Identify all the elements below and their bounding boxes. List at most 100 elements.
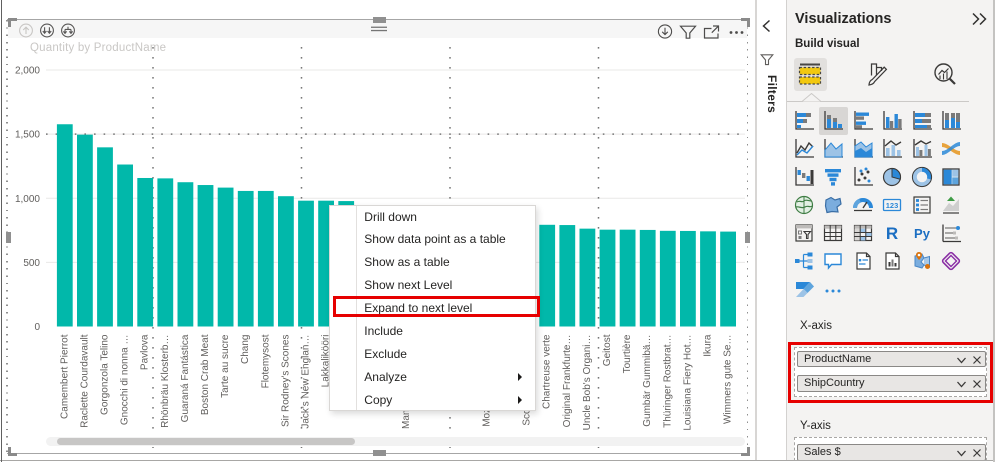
menu-item-exclude[interactable]: Exclude (364, 346, 407, 361)
visual-type-power-apps-visual[interactable] (940, 250, 962, 272)
bar-Geitost[interactable] (599, 229, 616, 327)
bar-Jack's New England Clam Chowder[interactable] (298, 200, 314, 327)
visual-type-qa-visual[interactable] (822, 250, 844, 272)
bar-Gorgonzola Telino[interactable] (97, 147, 113, 327)
chart-horizontal-scrollbar-thumb[interactable] (57, 437, 355, 445)
menu-item-drill-down[interactable]: Drill down (364, 209, 417, 224)
mode-format-visual-button[interactable] (860, 58, 893, 91)
menu-item-analyze[interactable]: Analyze (330, 366, 535, 389)
menu-item-copy[interactable]: Copy (330, 389, 535, 412)
visual-type-scatter-chart[interactable] (852, 166, 874, 188)
drag-grip-icon[interactable] (369, 25, 389, 34)
visual-type-line-and-clustered-column-chart[interactable] (911, 138, 933, 160)
resize-handle-top-center[interactable] (372, 17, 386, 24)
visualizations-pane-collapse-icon[interactable] (969, 12, 989, 26)
drill-up-icon[interactable] (19, 23, 33, 38)
visual-type-gauge[interactable] (852, 194, 874, 216)
menu-item-show-as-a-table[interactable]: Show as a table (364, 255, 450, 270)
drill-mode-toggle-icon[interactable] (657, 24, 673, 39)
field-dropdown-icon[interactable] (956, 355, 967, 366)
bar-Tourtière[interactable] (619, 229, 636, 327)
visual-type-line-and-stacked-column-chart[interactable] (881, 138, 903, 160)
visual-type-line-chart[interactable] (793, 138, 815, 160)
bar-Original Frankfurter grüne Soße[interactable] (559, 225, 576, 327)
visual-type-area-chart[interactable] (822, 138, 844, 160)
visual-type-power-automate[interactable] (793, 278, 815, 300)
bar-Sir Rodney's Scones[interactable] (278, 196, 294, 327)
bar-Gumbär Gummibärchen[interactable] (639, 229, 656, 327)
bar-Gnocchi di nonna Alice[interactable] (117, 164, 133, 327)
field-remove-icon[interactable] (972, 448, 982, 458)
resize-handle-top-left[interactable] (8, 18, 17, 27)
visual-type-kpi[interactable] (940, 194, 962, 216)
bar-Flotemysost[interactable] (257, 190, 274, 327)
bar-Uncle Bob's Organic Dried Pears[interactable] (579, 228, 596, 327)
visual-type-arcgis-map[interactable] (911, 250, 933, 272)
visual-type-clustered-bar-chart[interactable] (852, 110, 874, 132)
menu-item-include[interactable]: Include (364, 323, 403, 338)
field-remove-icon[interactable] (972, 355, 982, 365)
field-pill-ShipCountry[interactable]: ShipCountry (797, 375, 986, 392)
visual-type-r-script-visual[interactable]: R (881, 222, 903, 244)
resize-handle-top-right[interactable] (740, 18, 750, 27)
bar-Wimmers gute Semmelknödel[interactable] (720, 231, 736, 327)
menu-item-expand-to-next-level[interactable]: Expand to next level (364, 301, 473, 315)
bar-Chartreuse verte[interactable] (539, 224, 556, 327)
visual-type-python-visual[interactable]: Py (911, 222, 933, 244)
visual-type-funnel-chart[interactable] (822, 166, 844, 188)
visual-type-table[interactable] (822, 222, 844, 244)
focus-mode-icon[interactable] (703, 25, 720, 39)
bar-Thüringer Rostbratwurst[interactable] (659, 230, 676, 327)
field-pill-Sales-[interactable]: Sales $ (797, 444, 986, 461)
visual-type-ribbon-chart[interactable] (940, 138, 962, 160)
visual-type-100-stacked-column-chart[interactable] (940, 110, 962, 132)
resize-handle-bottom-left[interactable] (8, 446, 17, 456)
visual-type-waterfall-chart[interactable] (793, 166, 815, 188)
visual-type-pie-chart[interactable] (881, 166, 903, 188)
resize-handle-left-center[interactable] (6, 231, 11, 244)
field-remove-icon[interactable] (972, 379, 982, 389)
visual-type-stacked-bar-chart[interactable] (793, 110, 815, 132)
bar-Louisiana Fiery Hot Pepper Sauce[interactable] (680, 230, 696, 327)
field-dropdown-icon[interactable] (956, 379, 967, 390)
field-pill-ProductName[interactable]: ProductName (797, 350, 986, 368)
drill-down-one-level-icon[interactable] (40, 23, 54, 38)
bar-Guaraná Fantástica[interactable] (177, 182, 194, 327)
bar-Pavlova[interactable] (137, 177, 154, 327)
visual-type-donut-chart[interactable] (911, 166, 933, 188)
bar-Rhönbräu Klosterbier[interactable] (157, 178, 174, 327)
mode-analytics-button[interactable] (928, 58, 961, 91)
resize-handle-right-center[interactable] (744, 231, 750, 244)
menu-item-show-next-level[interactable]: Show next Level (364, 278, 453, 293)
resize-handle-bottom-right[interactable] (740, 446, 750, 456)
visual-type-stacked-column-chart[interactable] (822, 110, 844, 132)
bar-Ikura[interactable] (700, 231, 716, 327)
filters-pane-expand-icon[interactable] (760, 18, 774, 34)
filter-funnel-icon[interactable] (679, 25, 697, 39)
resize-handle-bottom-center[interactable] (372, 449, 386, 456)
field-dropdown-icon[interactable] (956, 448, 967, 459)
more-options-icon[interactable] (729, 31, 744, 34)
bar-Boston Crab Meat[interactable] (197, 185, 214, 327)
chart-horizontal-scrollbar[interactable] (46, 436, 745, 446)
visual-type-100-stacked-bar-chart[interactable] (911, 110, 933, 132)
filters-pane-label[interactable]: Filters (765, 75, 779, 114)
visual-type-decomposition-tree[interactable] (793, 250, 815, 272)
visual-type-stacked-area-chart[interactable] (852, 138, 874, 160)
visual-type-multi-row-card[interactable] (911, 194, 933, 216)
visual-type-treemap[interactable] (940, 166, 962, 188)
mode-build-visual-button[interactable] (794, 57, 827, 91)
visual-type-paginated-report[interactable] (881, 250, 903, 272)
visual-type-clustered-column-chart[interactable] (881, 110, 903, 132)
expand-all-down-icon[interactable] (61, 23, 75, 38)
bar-Tarte au sucre[interactable] (217, 187, 234, 327)
visual-type-map[interactable] (793, 194, 815, 216)
visual-type-filled-map[interactable] (822, 194, 844, 216)
visual-type-matrix[interactable] (852, 222, 874, 244)
visual-type-card[interactable]: 123 (881, 194, 903, 216)
visual-type-key-influencers[interactable] (940, 222, 962, 244)
visual-type-slicer[interactable] (793, 222, 815, 244)
visual-type-get-more-visuals[interactable] (822, 278, 844, 300)
bar-Camembert Pierrot[interactable] (56, 124, 73, 327)
menu-item-show-data-point-as-a-table[interactable]: Show data point as a table (364, 232, 506, 247)
